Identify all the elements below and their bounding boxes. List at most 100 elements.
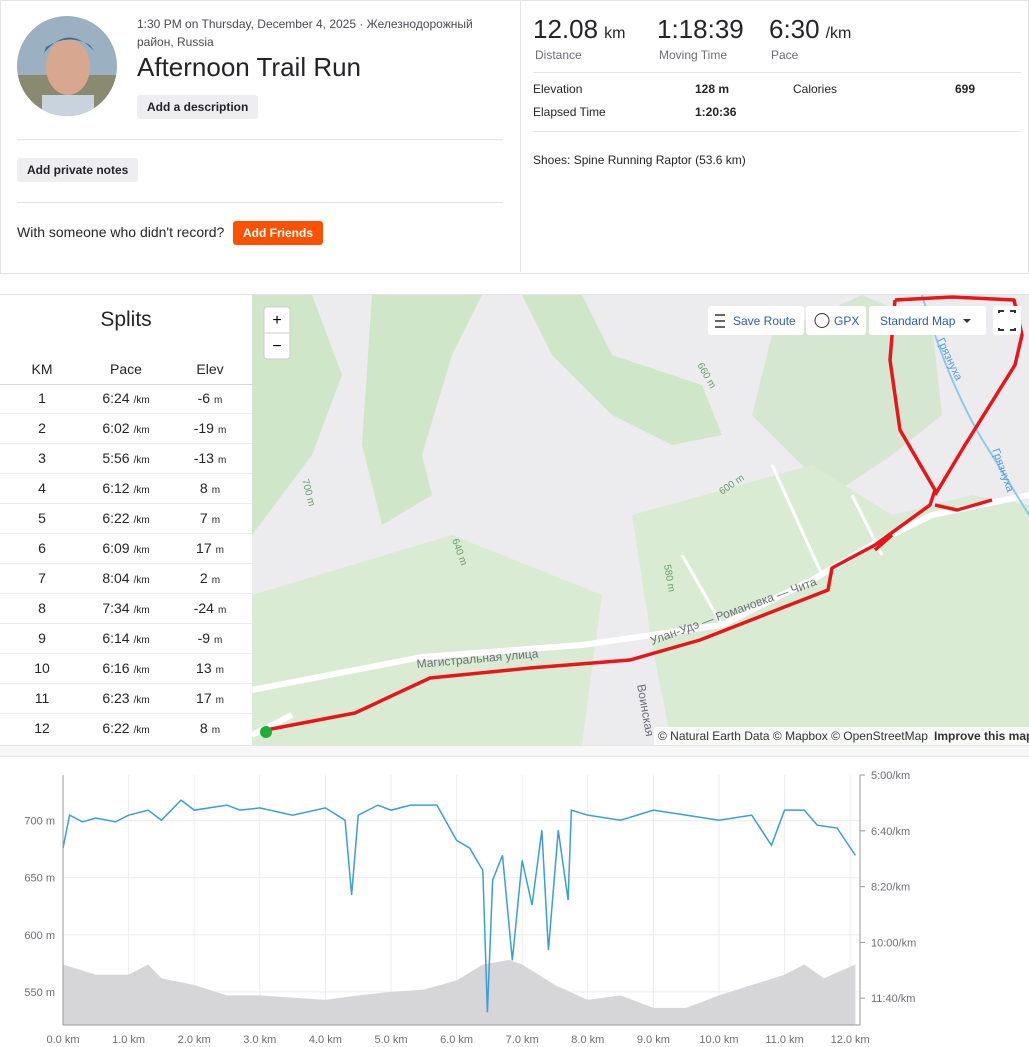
split-value: 7:34 <box>102 600 130 616</box>
split-value: -13 <box>193 450 214 466</box>
x-tick-label: 0.0 km <box>46 1034 79 1046</box>
split-value: 8:04 <box>102 570 130 586</box>
split-unit: /km <box>133 575 150 586</box>
stat-label: Pace <box>771 48 799 62</box>
y2-tick-label: 8:20/km <box>871 882 910 894</box>
split-pace: 6:16/km <box>76 660 176 676</box>
y2-tick-label: 5:00/km <box>871 770 910 782</box>
split-elev: -24 m <box>170 600 250 616</box>
row-separator <box>0 593 252 594</box>
split-unit: m <box>211 725 221 736</box>
split-km: 8 <box>38 600 46 616</box>
split-unit: m <box>214 635 223 646</box>
separator <box>533 131 1021 132</box>
pace-line <box>62 799 857 1013</box>
resize-handle[interactable] <box>0 745 1029 757</box>
split-value: -9 <box>197 630 211 646</box>
row-separator <box>0 473 252 474</box>
stat-number: 6:30 <box>769 14 820 44</box>
friends-prompt: With someone who didn't record? <box>17 224 225 240</box>
stat-value: 1:20:36 <box>695 105 737 119</box>
zoom-in[interactable]: + <box>272 312 281 329</box>
split-unit: /km <box>133 395 150 406</box>
split-elev: 13 m <box>170 660 250 676</box>
save-route-button[interactable] <box>708 306 804 335</box>
y2-tick-label: 11:40/km <box>871 993 915 1005</box>
split-km: 9 <box>38 630 46 646</box>
split-value: 7 <box>199 510 208 526</box>
stat-value: 12.08 km <box>533 14 625 45</box>
map-label: 580 m <box>661 564 677 593</box>
stat-label: Elevation <box>533 82 583 96</box>
add-friends-button[interactable]: Add Friends <box>233 221 324 245</box>
split-unit: /km <box>133 425 150 436</box>
split-unit: /km <box>133 665 150 676</box>
split-km: 1 <box>38 390 46 406</box>
split-value: 17 <box>196 690 212 706</box>
map-attribution: © Natural Earth Data © Mapbox © OpenStre… <box>658 729 928 743</box>
split-unit: m <box>217 605 227 616</box>
stat-value: 6:30/km <box>769 14 851 45</box>
split-km: 5 <box>38 510 46 526</box>
split-pace: 6:14/km <box>76 630 176 646</box>
split-value: 6:02 <box>102 420 130 436</box>
avatar[interactable] <box>16 15 118 117</box>
split-km: 12 <box>34 720 50 736</box>
split-value: 6:22 <box>102 510 130 526</box>
split-km: 7 <box>38 570 46 586</box>
split-unit: /km <box>133 455 150 466</box>
x-tick-label: 5.0 km <box>374 1034 407 1046</box>
split-unit: /km <box>133 605 150 616</box>
gpx-label[interactable]: GPX <box>834 314 859 328</box>
splits-panel: Splits <box>0 295 252 745</box>
split-elev: -6 m <box>170 390 250 406</box>
x-tick-label: 6.0 km <box>440 1034 473 1046</box>
split-elev: 17 m <box>170 690 250 706</box>
split-elev: -9 m <box>170 630 250 646</box>
split-km: 3 <box>38 450 46 466</box>
save-route-label[interactable]: Save Route <box>733 314 796 328</box>
split-unit: /km <box>133 695 150 706</box>
improve-map-link[interactable]: Improve this map <box>934 729 1029 743</box>
stat-number: 12.08 <box>533 14 599 44</box>
x-tick-label: 11.0 km <box>765 1034 803 1046</box>
x-tick-label: 8.0 km <box>571 1034 604 1046</box>
split-elev: -19 m <box>170 420 250 436</box>
split-unit: m <box>211 485 221 496</box>
split-value: 6:16 <box>102 660 130 676</box>
stat-label: Elapsed Time <box>533 105 606 119</box>
split-unit: m <box>217 425 227 436</box>
split-value: -24 <box>193 600 214 616</box>
map-style-button[interactable] <box>869 306 986 335</box>
fullscreen-button[interactable] <box>993 306 1021 335</box>
split-unit: m <box>215 695 224 706</box>
add-description-button[interactable]: Add a description <box>137 95 259 119</box>
add-notes-button[interactable]: Add private notes <box>17 158 139 182</box>
row-separator <box>0 443 252 444</box>
map[interactable]: Магистральная улица Улан-Удэ — Романовка… <box>252 295 1029 745</box>
divider <box>520 1 521 272</box>
split-pace: 7:34/km <box>76 600 176 616</box>
row-separator <box>0 503 252 504</box>
x-tick-label: 3.0 km <box>243 1034 276 1046</box>
activity-title: Afternoon Trail Run <box>137 52 362 82</box>
x-tick-label: 4.0 km <box>309 1034 342 1046</box>
split-value: 17 <box>196 540 212 556</box>
split-value: -6 <box>197 390 211 406</box>
split-value: -19 <box>193 420 214 436</box>
stat-value: 128 m <box>695 82 730 96</box>
row-separator <box>0 713 252 714</box>
split-value: 6:23 <box>102 690 130 706</box>
row-separator <box>0 533 252 534</box>
x-tick-label: 12.0 km <box>831 1034 870 1046</box>
map-style-label[interactable]: Standard Map <box>880 314 956 328</box>
split-value: 13 <box>196 660 212 676</box>
zoom-out[interactable]: − <box>272 338 281 355</box>
x-tick-label: 1.0 km <box>112 1034 145 1046</box>
split-value: 8 <box>199 480 208 496</box>
split-pace: 6:22/km <box>76 510 176 526</box>
split-unit: m <box>211 575 221 586</box>
